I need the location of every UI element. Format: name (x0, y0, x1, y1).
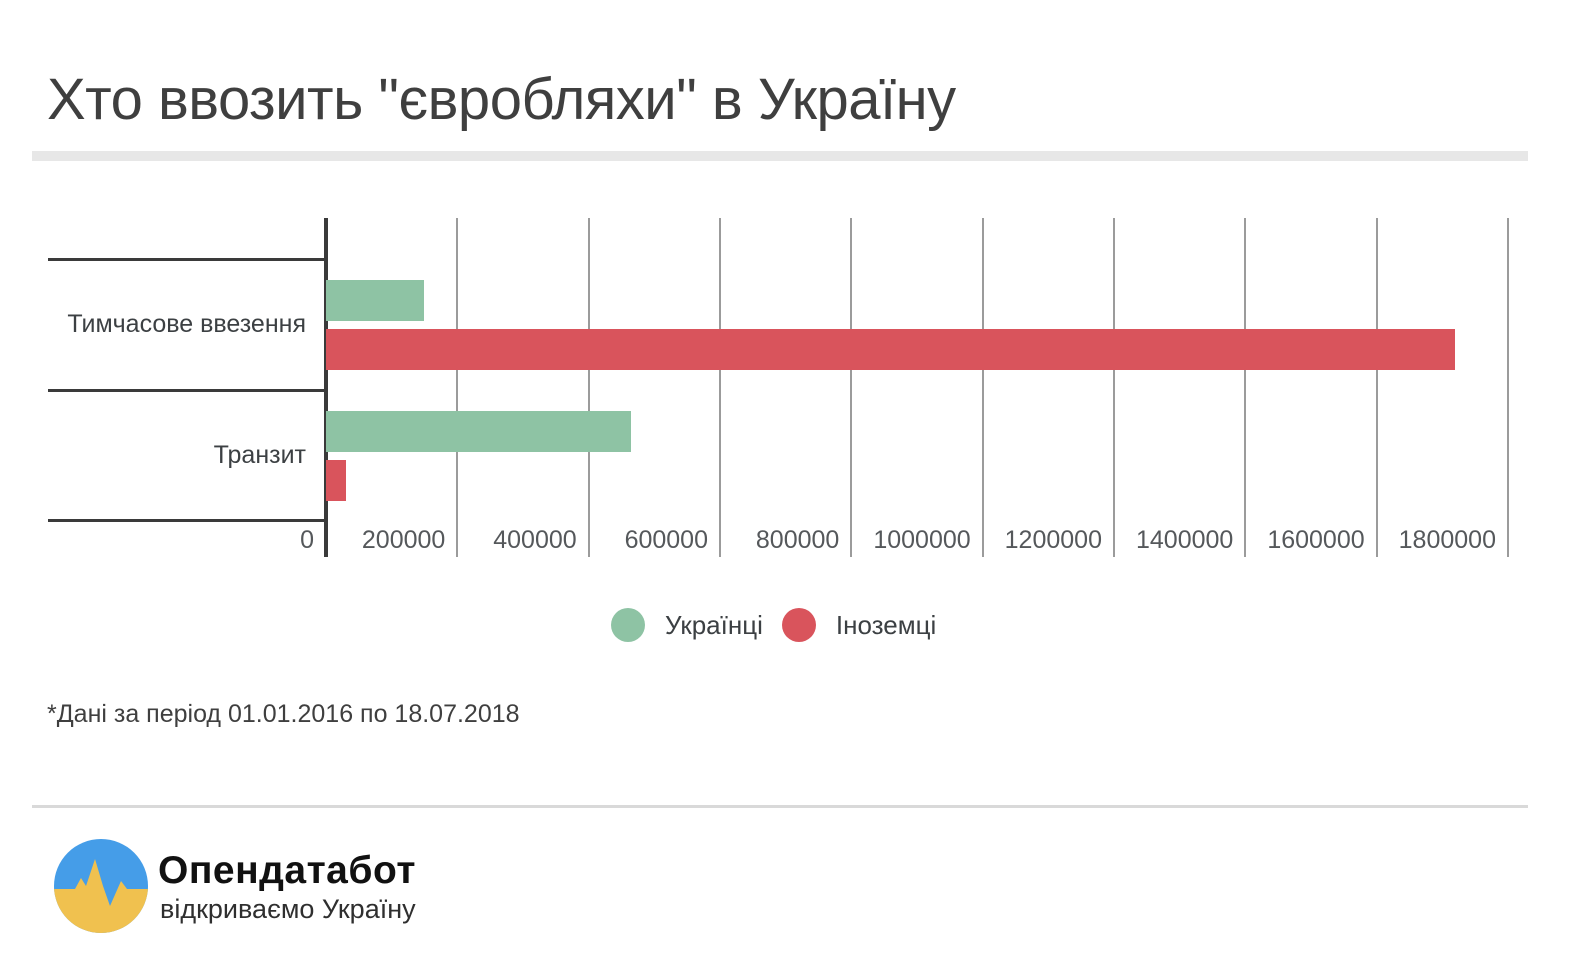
category-label: Тимчасове ввезення (67, 310, 306, 338)
x-tick-label: 1200000 (1004, 526, 1102, 554)
x-tick-label: 0 (300, 526, 314, 554)
legend-label-foreigners: Іноземці (835, 609, 937, 640)
gridline (1112, 218, 1115, 557)
gridline (456, 218, 459, 557)
x-tick-label: 1400000 (1135, 526, 1234, 554)
opendatabot-waveform-icon (54, 839, 148, 933)
gridline (718, 218, 721, 557)
chart-legend: Українці Іноземці (611, 608, 955, 642)
x-tick-label: 400000 (493, 526, 577, 554)
title-divider (32, 151, 1528, 161)
legend-label-ukrainians: Українці (665, 609, 763, 640)
period-footnote: *Дані за період 01.01.2016 по 18.07.2018 (47, 700, 520, 728)
legend-dot-foreigners (781, 608, 816, 642)
legend-dot-ukrainians (611, 608, 645, 642)
bar-Українці-Тимчасове ввезення (326, 280, 424, 321)
row-divider (48, 388, 326, 392)
gridline (850, 218, 853, 557)
gridline (981, 218, 984, 557)
x-tick-label: 1600000 (1267, 526, 1365, 554)
y-axis-line (324, 218, 328, 557)
gridline (587, 218, 590, 557)
page-title: Хто ввозить "євробляхи" в Україну (47, 67, 956, 132)
row-divider (48, 258, 326, 261)
bar-Іноземці-Транзит (326, 459, 346, 501)
gridline (1244, 218, 1247, 557)
footer-divider (32, 805, 1528, 808)
gridline (1506, 218, 1509, 557)
x-tick-label: 800000 (755, 526, 840, 554)
x-tick-label: 1800000 (1398, 526, 1496, 554)
x-tick-label: 200000 (361, 526, 446, 554)
row-divider (48, 519, 326, 522)
bar-Іноземці-Тимчасове ввезення (326, 329, 1455, 370)
logo-wave-yellow (54, 859, 148, 933)
bar-Українці-Транзит (326, 410, 631, 452)
logo-tagline: відкриваємо Україну (160, 894, 416, 924)
gridline (1375, 218, 1378, 557)
x-tick-label: 1000000 (873, 526, 971, 554)
logo-name: Опендатабот (158, 849, 416, 892)
x-tick-label: 600000 (624, 526, 708, 554)
category-label: Транзит (213, 440, 306, 469)
